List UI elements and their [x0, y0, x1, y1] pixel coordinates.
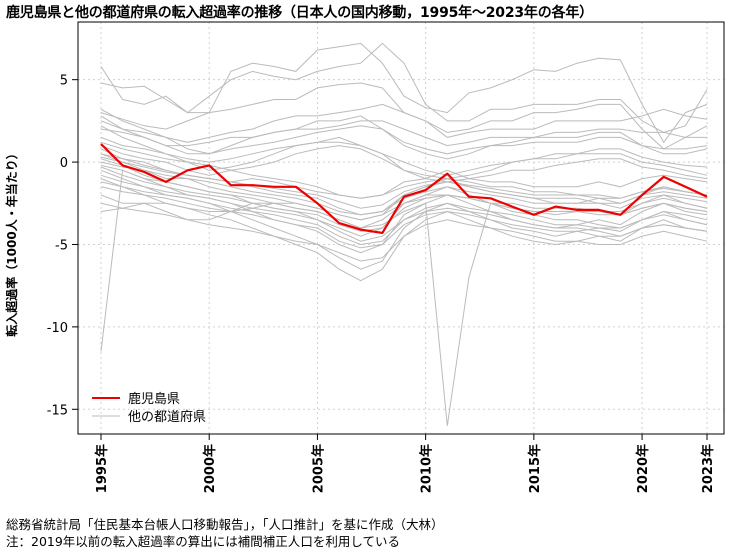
kagoshima-line-group — [100, 143, 708, 234]
other-prefecture-line — [100, 108, 708, 160]
other-prefecture-line — [100, 82, 708, 150]
x-tick-label: 2000年 — [202, 444, 218, 493]
other-prefecture-line — [100, 148, 708, 199]
plot-frame — [77, 21, 725, 435]
x-tick-label: 2015年 — [527, 444, 543, 493]
other-prefecture-line — [100, 125, 708, 176]
y-tick-label: 0 — [60, 156, 68, 171]
other-prefecture-line — [100, 178, 708, 282]
other-prefecture-line — [100, 103, 708, 143]
x-tick-label: 2005年 — [310, 444, 326, 493]
other-prefecture-line — [100, 145, 708, 183]
other-prefecture-line — [100, 156, 708, 209]
y-tick-label: -15 — [47, 403, 68, 418]
other-prefecture-line — [100, 120, 707, 147]
y-tick-label: 5 — [60, 74, 68, 89]
x-tick-label: 2010年 — [419, 444, 435, 493]
other-prefecture-line — [100, 136, 708, 180]
x-tick-label: 2020年 — [635, 444, 651, 493]
other-prefectures-lines — [100, 42, 708, 426]
other-prefecture-line — [100, 166, 708, 232]
kagoshima-line — [100, 143, 708, 234]
x-tick-label: 1995年 — [94, 444, 110, 493]
x-axis: 1995年 2000年 2005年 2010年 2015年 2020年 2023年 — [94, 434, 716, 493]
source-note: 総務省統計局「住民基本台帳人口移動報告」，「人口推計」を基に作成（大林） — [6, 517, 444, 532]
other-prefecture-line — [100, 42, 708, 144]
chart-title: 鹿児島県と他の都道府県の転入超過率の推移（日本人の国内移動，1995年～2023… — [6, 5, 593, 21]
legend-others-label: 他の都道府県 — [128, 410, 206, 425]
y-tick-label: -5 — [55, 238, 68, 253]
footnote: 注：2019年以前の転入超過率の算出には補間補正人口を利用している — [6, 534, 400, 549]
other-prefecture-line — [100, 169, 708, 426]
y-tick-label: -10 — [47, 321, 68, 336]
other-prefecture-line — [100, 202, 708, 262]
other-prefecture-line — [100, 42, 708, 133]
other-prefecture-line — [100, 181, 708, 246]
x-tick-label: 2023年 — [700, 444, 716, 493]
legend-kagoshima-label: 鹿児島県 — [128, 391, 180, 407]
y-axis-label: 転入超過率（1000人・年当たり） — [4, 147, 19, 336]
other-prefecture-line — [100, 115, 708, 155]
other-prefecture-line — [100, 186, 708, 249]
legend: 鹿児島県 他の都道府県 — [92, 391, 206, 425]
y-axis: 5 0 -5 -10 -15 — [47, 74, 78, 418]
other-prefecture-line — [100, 141, 708, 199]
